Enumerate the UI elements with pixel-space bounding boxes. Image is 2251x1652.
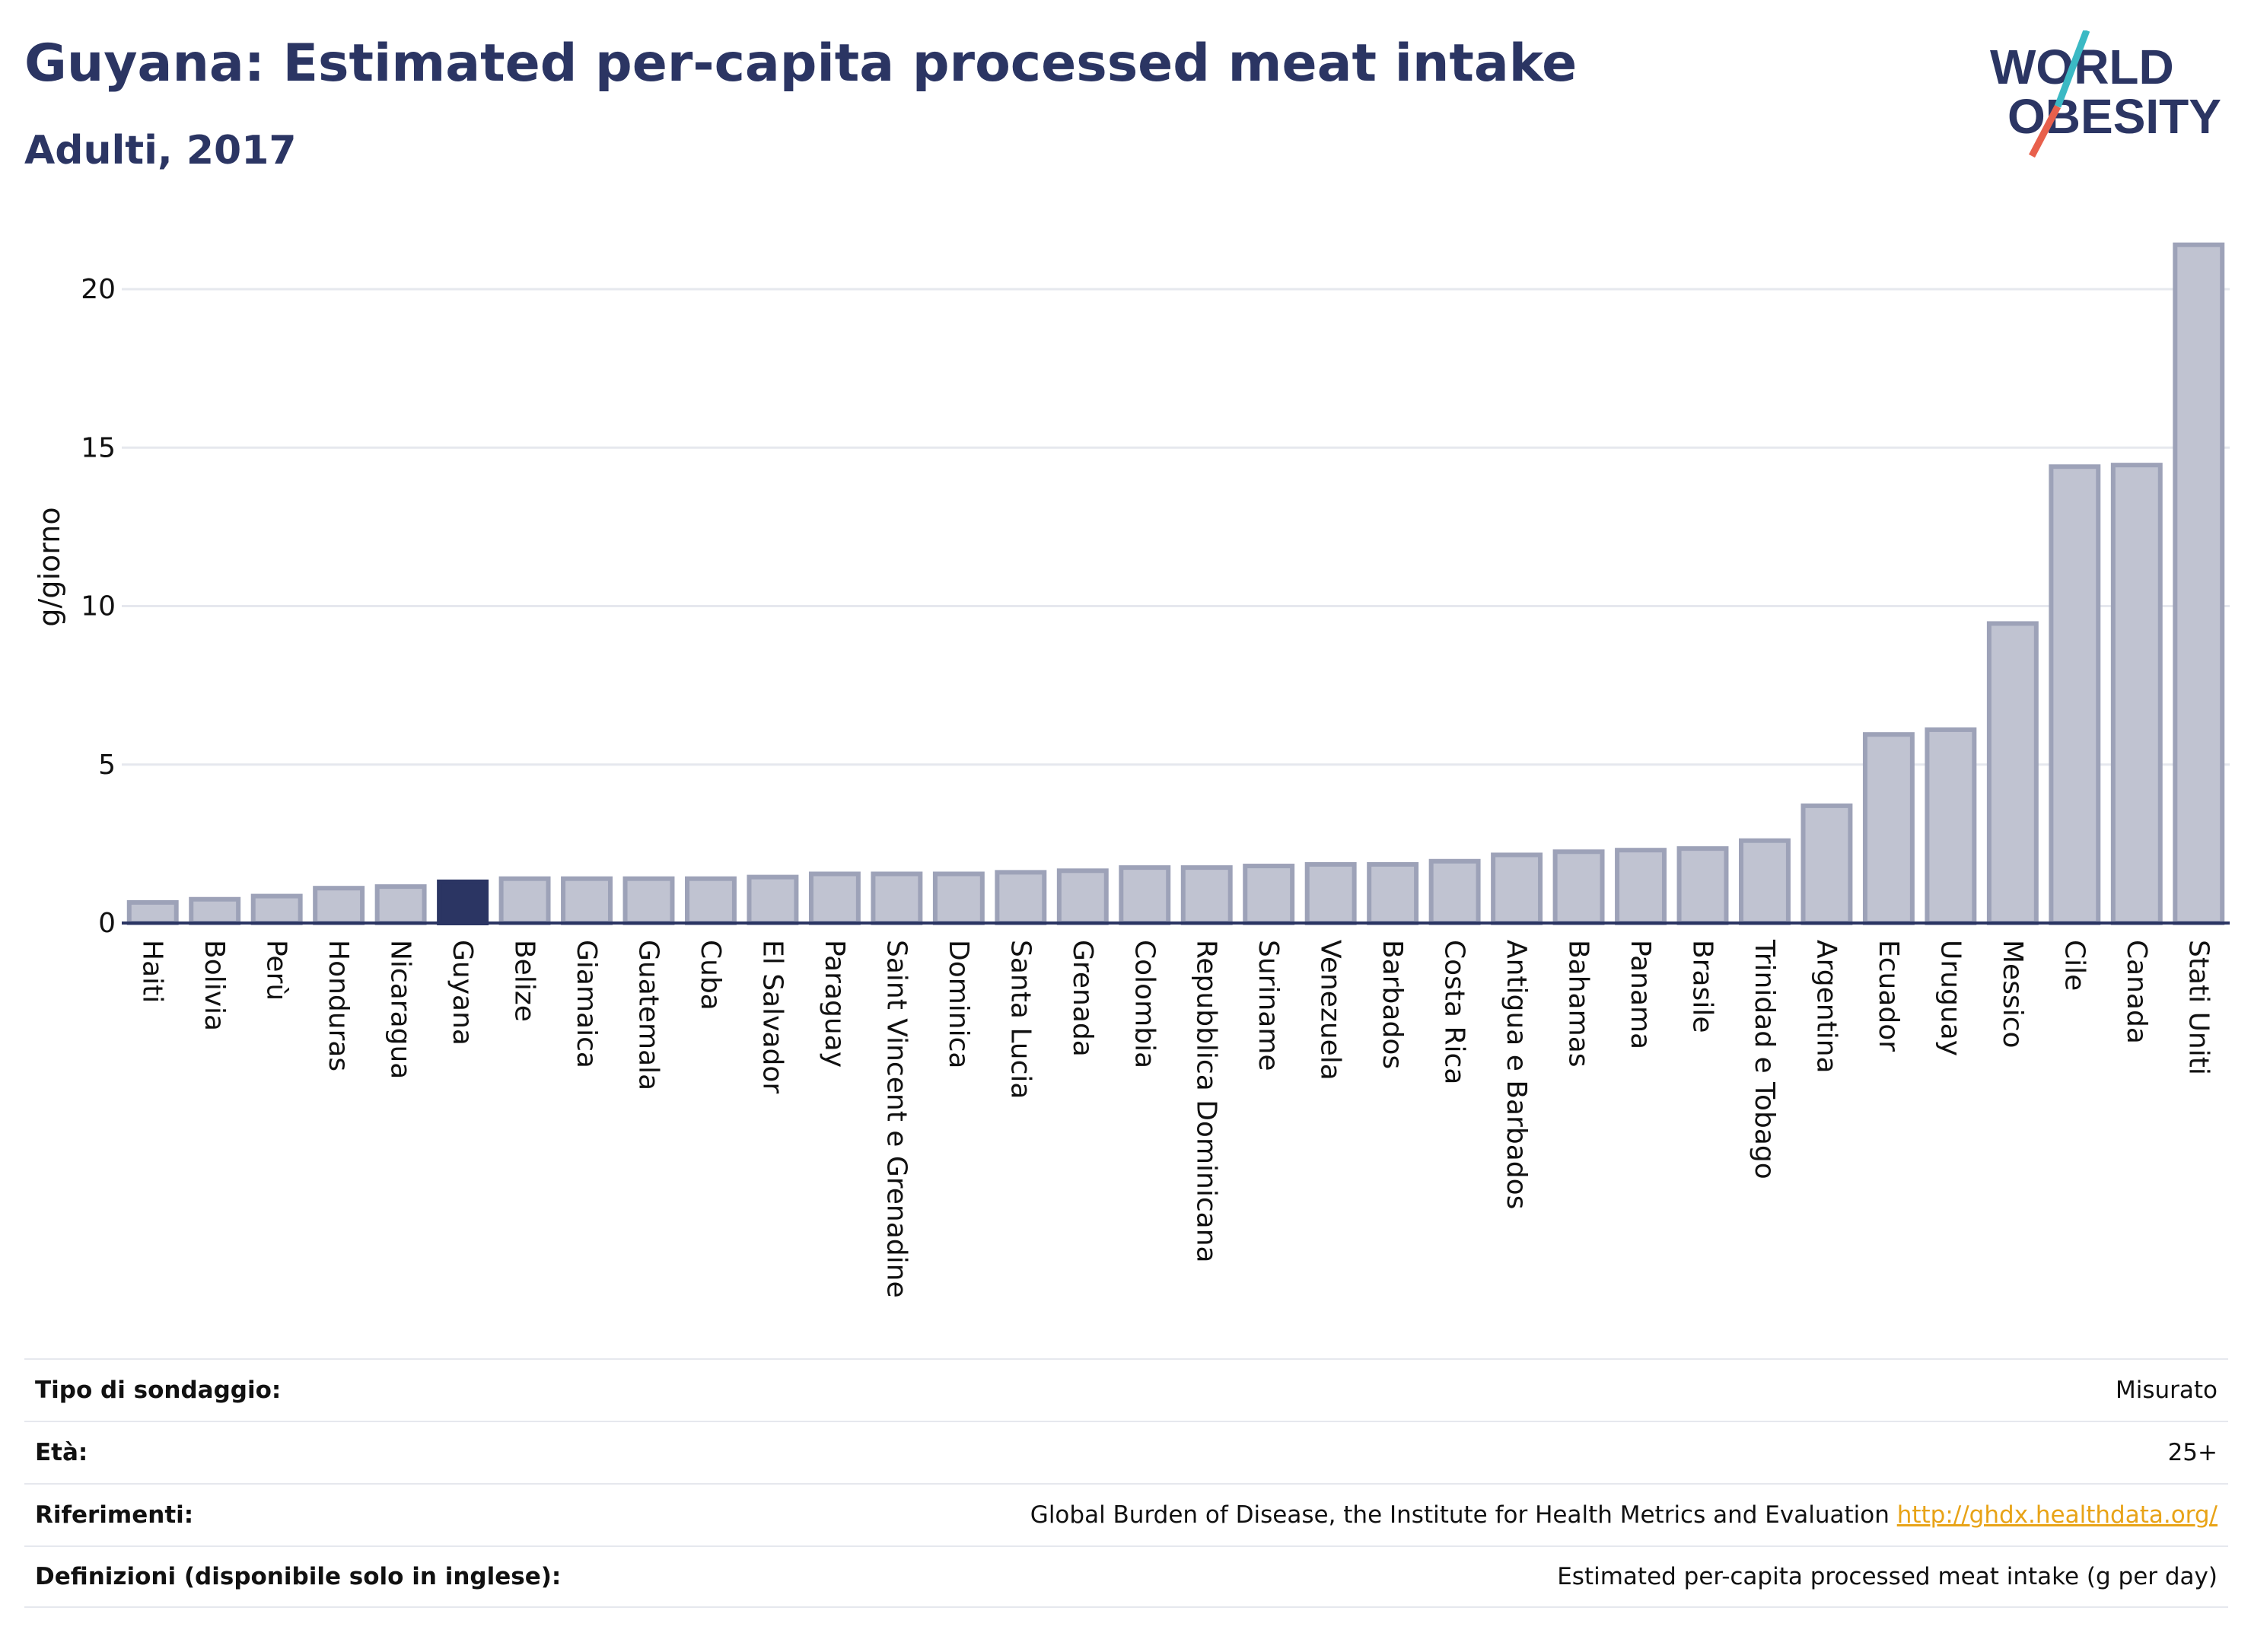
y-tick-label: 15 <box>81 432 116 463</box>
x-tick-label: Nicaragua <box>385 940 416 1079</box>
bar <box>1925 727 1977 925</box>
metadata-table: Tipo di sondaggio: Misurato Età: 25+ Rif… <box>24 1358 2228 1608</box>
reference-text: Global Burden of Disease, the Institute … <box>1030 1501 1890 1529</box>
y-axis-ticks: 0 5 10 15 20 <box>81 274 116 939</box>
y-tick-label: 20 <box>81 274 116 305</box>
x-tick-label: Bahamas <box>1563 940 1594 1068</box>
x-tick-label: Ecuador <box>1873 940 1904 1052</box>
bar <box>2173 242 2225 925</box>
bar <box>1800 803 1853 926</box>
meta-row-survey-type: Tipo di sondaggio: Misurato <box>24 1358 2228 1421</box>
x-tick-label: Paraguay <box>819 940 850 1068</box>
bar <box>932 871 985 926</box>
meta-row-definitions: Definizioni (disponibile solo in inglese… <box>24 1545 2228 1608</box>
bar <box>1056 868 1109 925</box>
x-tick-label: Canada <box>2121 940 2152 1044</box>
bar <box>126 899 179 925</box>
y-axis-label: g/giorno <box>33 507 66 626</box>
x-tick-label: Repubblica Dominicana <box>1191 940 1222 1263</box>
x-tick-label: Giamaica <box>571 940 602 1068</box>
bar <box>2110 463 2163 925</box>
bar <box>1552 849 1605 925</box>
x-tick-label: Guyana <box>447 940 478 1046</box>
bar <box>622 876 675 925</box>
bar <box>1676 846 1729 926</box>
x-tick-label: Trinidad e Tobago <box>1749 939 1780 1179</box>
reference-link[interactable]: http://ghdx.healthdata.org/ <box>1896 1501 2218 1529</box>
x-tick-label: Guatemala <box>633 940 664 1090</box>
bar <box>685 876 737 925</box>
x-tick-label: Santa Lucia <box>1005 940 1036 1099</box>
bar <box>995 870 1047 925</box>
meta-value: 25+ <box>2167 1439 2218 1466</box>
y-tick-label: 10 <box>81 591 116 622</box>
bar <box>1180 865 1233 926</box>
x-tick-label: Colombia <box>1129 940 1160 1068</box>
bar <box>250 893 303 926</box>
bar <box>313 886 365 926</box>
chart-subtitle: Adulti, 2017 <box>24 128 297 173</box>
bar <box>1367 861 1419 926</box>
bar <box>561 876 613 925</box>
x-tick-label: Costa Rica <box>1439 940 1470 1084</box>
x-tick-label: Venezuela <box>1315 940 1346 1081</box>
bar <box>2049 464 2101 925</box>
bar <box>1243 864 1295 926</box>
x-tick-label: Uruguay <box>1934 940 1966 1056</box>
bar <box>808 871 861 926</box>
meta-value: Global Burden of Disease, the Institute … <box>1030 1501 2218 1529</box>
x-tick-label: Perù <box>261 940 292 1001</box>
x-tick-label: Stati Uniti <box>2183 940 2214 1075</box>
x-tick-label: Barbados <box>1377 940 1408 1069</box>
x-tick-label: Suriname <box>1253 940 1284 1071</box>
meta-value: Misurato <box>2115 1377 2218 1404</box>
x-tick-label: Messico <box>1997 940 2028 1049</box>
bar <box>498 876 551 925</box>
bar <box>1739 838 1791 925</box>
x-tick-label: Argentina <box>1810 940 1842 1074</box>
bars <box>126 242 2225 926</box>
x-tick-label: El Salvador <box>756 940 788 1093</box>
y-tick-label: 5 <box>98 750 116 781</box>
logo-slash-coral <box>2029 104 2061 158</box>
bar <box>1986 621 2039 925</box>
bar <box>1428 858 1481 925</box>
meta-label: Riferimenti: <box>35 1501 194 1529</box>
x-tick-label: Saint Vincent e Grenadine <box>880 940 912 1298</box>
meta-row-age: Età: 25+ <box>24 1421 2228 1483</box>
bar <box>374 884 427 926</box>
chart-title: Guyana: Estimated per-capita processed m… <box>24 33 1578 94</box>
meta-label: Età: <box>35 1439 88 1466</box>
meta-row-references: Riferimenti: Global Burden of Disease, t… <box>24 1483 2228 1545</box>
meta-label: Tipo di sondaggio: <box>35 1377 282 1404</box>
bar <box>1615 848 1667 925</box>
meta-label: Definizioni (disponibile solo in inglese… <box>35 1563 562 1590</box>
bar <box>1304 861 1357 926</box>
y-tick-label: 0 <box>98 908 116 939</box>
bar <box>871 871 923 926</box>
x-tick-label: Haiti <box>137 940 168 1003</box>
x-tick-label: Panama <box>1625 940 1656 1049</box>
x-tick-label: Bolivia <box>199 940 230 1031</box>
x-tick-label: Brasile <box>1687 940 1718 1033</box>
world-obesity-logo: WORLD OBESITY <box>1990 30 2221 158</box>
bar <box>1491 852 1543 926</box>
x-axis-labels: Haiti Bolivia Perù Honduras Nicaragua Guyana B… <box>137 939 2214 1298</box>
bar-highlighted <box>437 879 489 925</box>
x-tick-label: Grenada <box>1067 940 1098 1057</box>
bar <box>747 874 799 926</box>
x-tick-label: Antigua e Barbados <box>1501 940 1532 1209</box>
grid-lines <box>122 288 2230 766</box>
x-tick-label: Cuba <box>695 940 726 1011</box>
meta-value: Estimated per-capita processed meat inta… <box>1557 1563 2218 1590</box>
x-tick-label: Honduras <box>323 940 354 1071</box>
bar <box>189 896 241 925</box>
bar <box>1119 865 1171 926</box>
bar-chart: 0 5 10 15 20 Haiti Bolivia Perù Honduras Nicarag… <box>33 242 2230 1298</box>
bar <box>1862 732 1915 925</box>
x-tick-label: Dominica <box>943 940 974 1069</box>
logo-slash-teal <box>2054 30 2090 108</box>
x-tick-label: Cile <box>2058 940 2090 991</box>
x-tick-label: Belize <box>509 940 540 1022</box>
